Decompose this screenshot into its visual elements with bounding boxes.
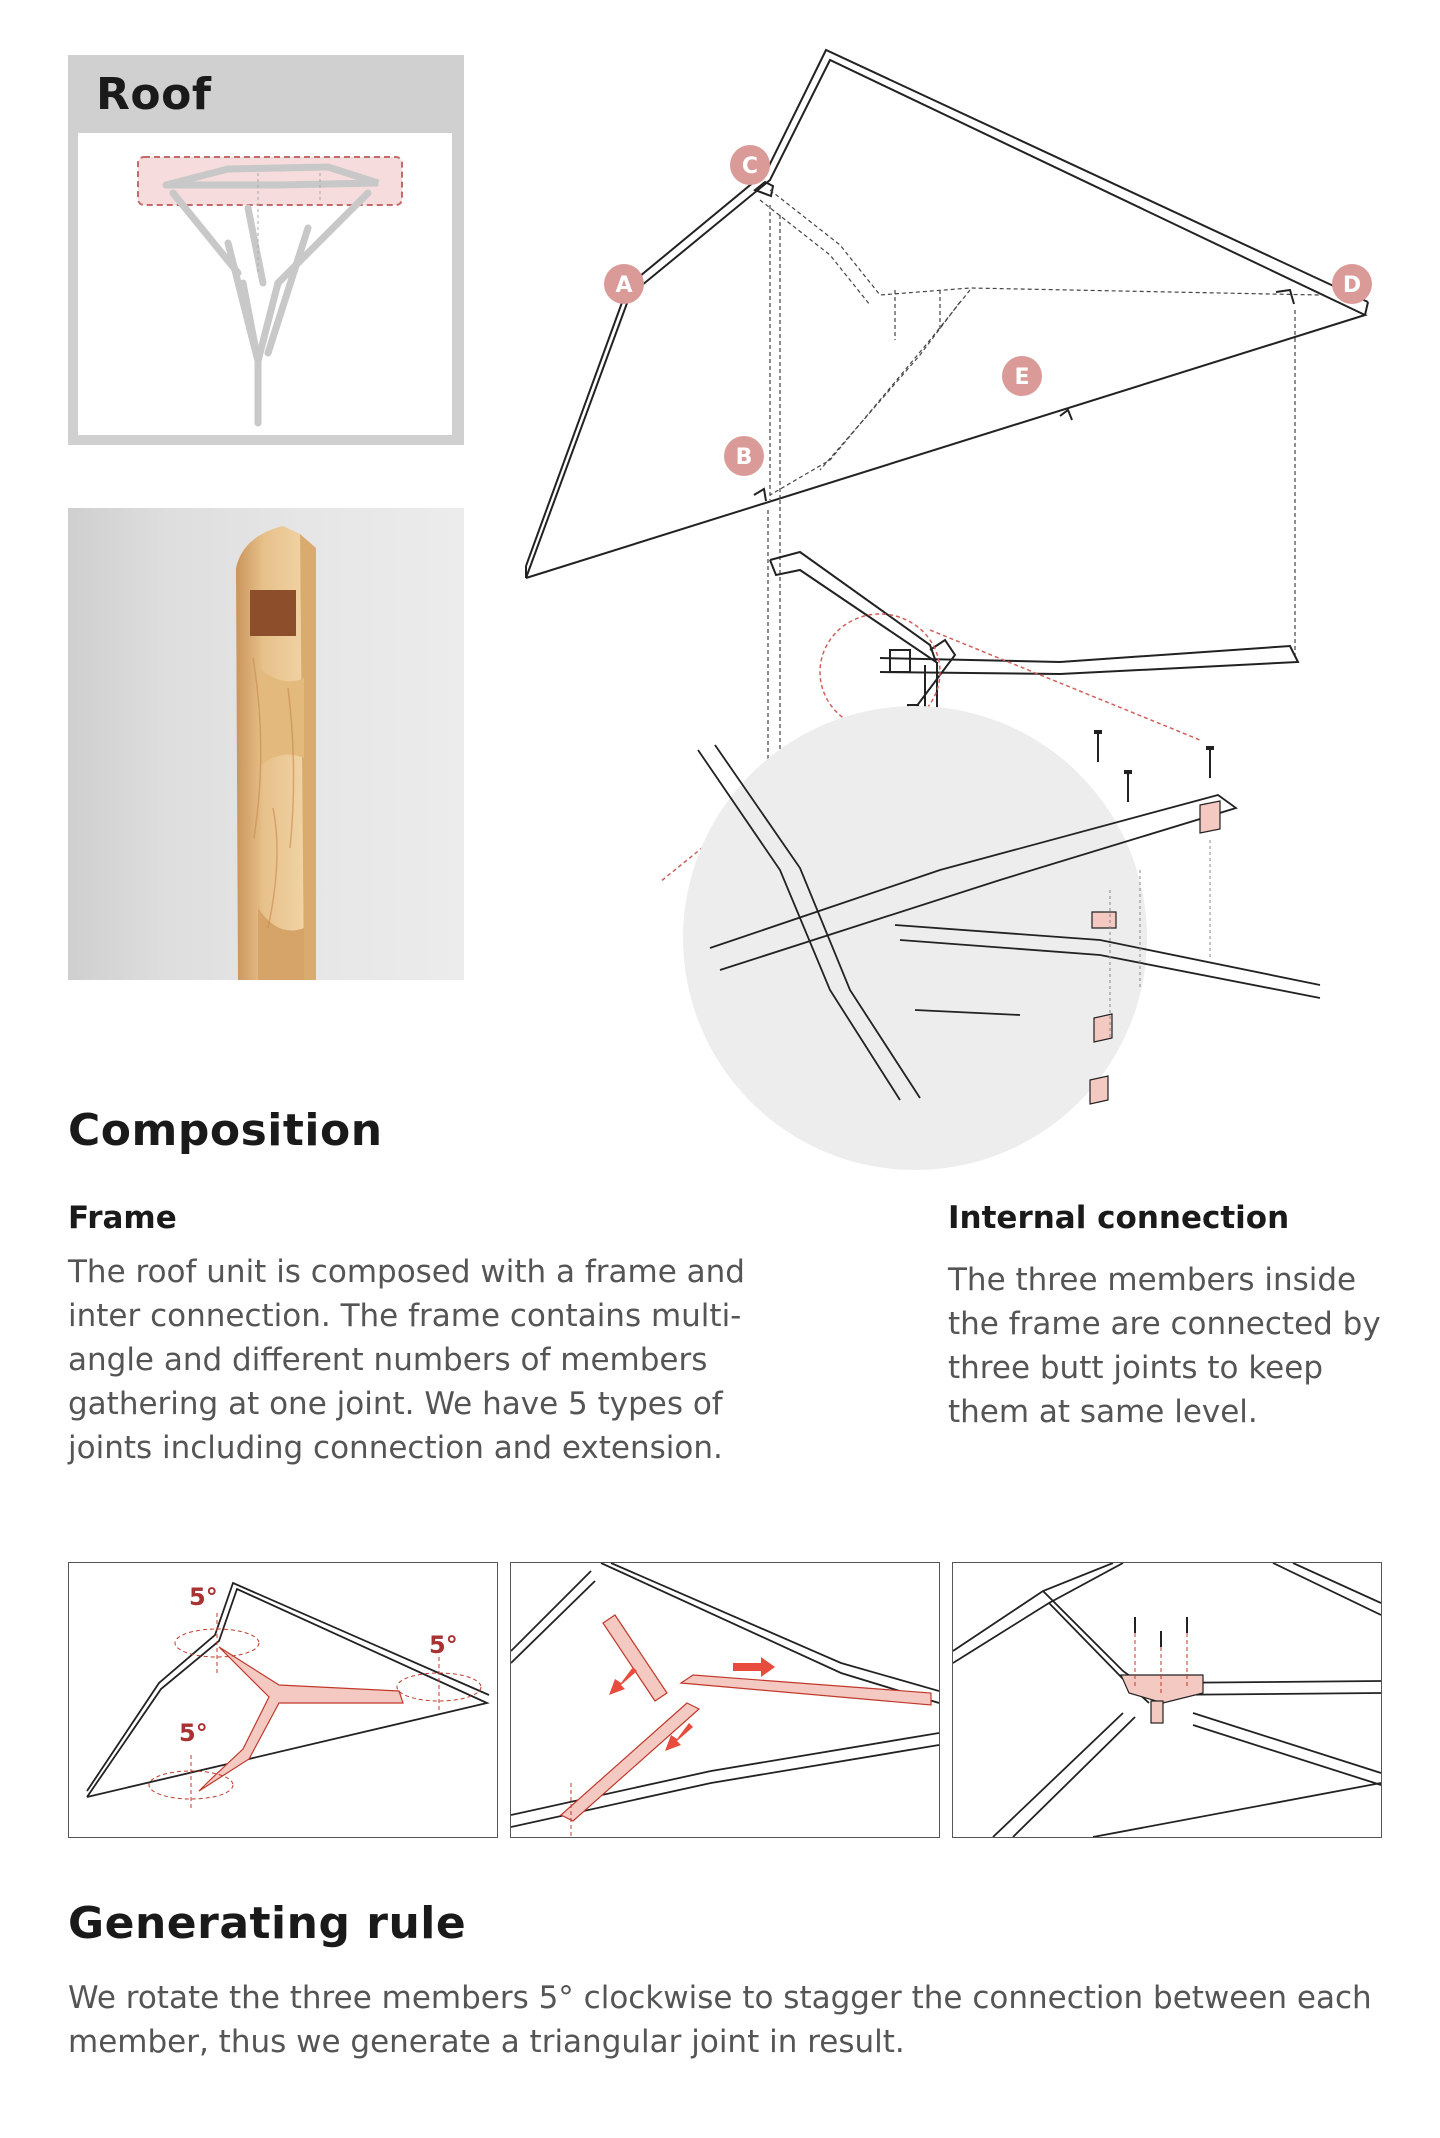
frame-description: The roof unit is composed with a frame a…	[68, 1254, 745, 1466]
internal-connection-description: The three members inside the frame are c…	[948, 1262, 1381, 1430]
rotation-panel: 5° 5° 5°	[68, 1562, 498, 1838]
wood-member-photo	[68, 508, 464, 980]
joint-label-markers	[604, 145, 1372, 476]
angle-label-right: 5°	[429, 1631, 458, 1659]
roof-exploded-diagram: A B C D E	[525, 48, 1372, 1170]
assembly-panel	[510, 1562, 940, 1838]
joint-label-d: D	[1343, 273, 1361, 298]
composition-title: Composition	[68, 1105, 383, 1156]
roof-thumbnail-card: Roof	[68, 55, 464, 445]
angle-label-bottom: 5°	[179, 1719, 208, 1747]
joint-label-e: E	[1014, 365, 1029, 390]
generating-rule-title: Generating rule	[68, 1898, 467, 1949]
joint-label-e-marker	[1002, 356, 1042, 396]
roof-thumbnail-image	[78, 133, 452, 435]
connection-panel	[952, 1562, 1382, 1838]
joint-label-c-marker	[730, 145, 770, 185]
joint-label-a: A	[615, 273, 632, 298]
joint-label-b-marker	[724, 436, 764, 476]
joint-label-d-marker	[1332, 264, 1372, 304]
frame-heading: Frame	[68, 1200, 177, 1236]
generating-rule-description: We rotate the three members 5° clockwise…	[68, 1980, 1372, 2060]
joint-label-a-marker	[604, 264, 644, 304]
roof-card-title: Roof	[96, 69, 212, 120]
joint-label-c: C	[742, 154, 758, 179]
internal-connection-heading: Internal connection	[948, 1200, 1290, 1236]
angle-label-top: 5°	[189, 1583, 218, 1611]
joint-label-b: B	[736, 445, 753, 470]
